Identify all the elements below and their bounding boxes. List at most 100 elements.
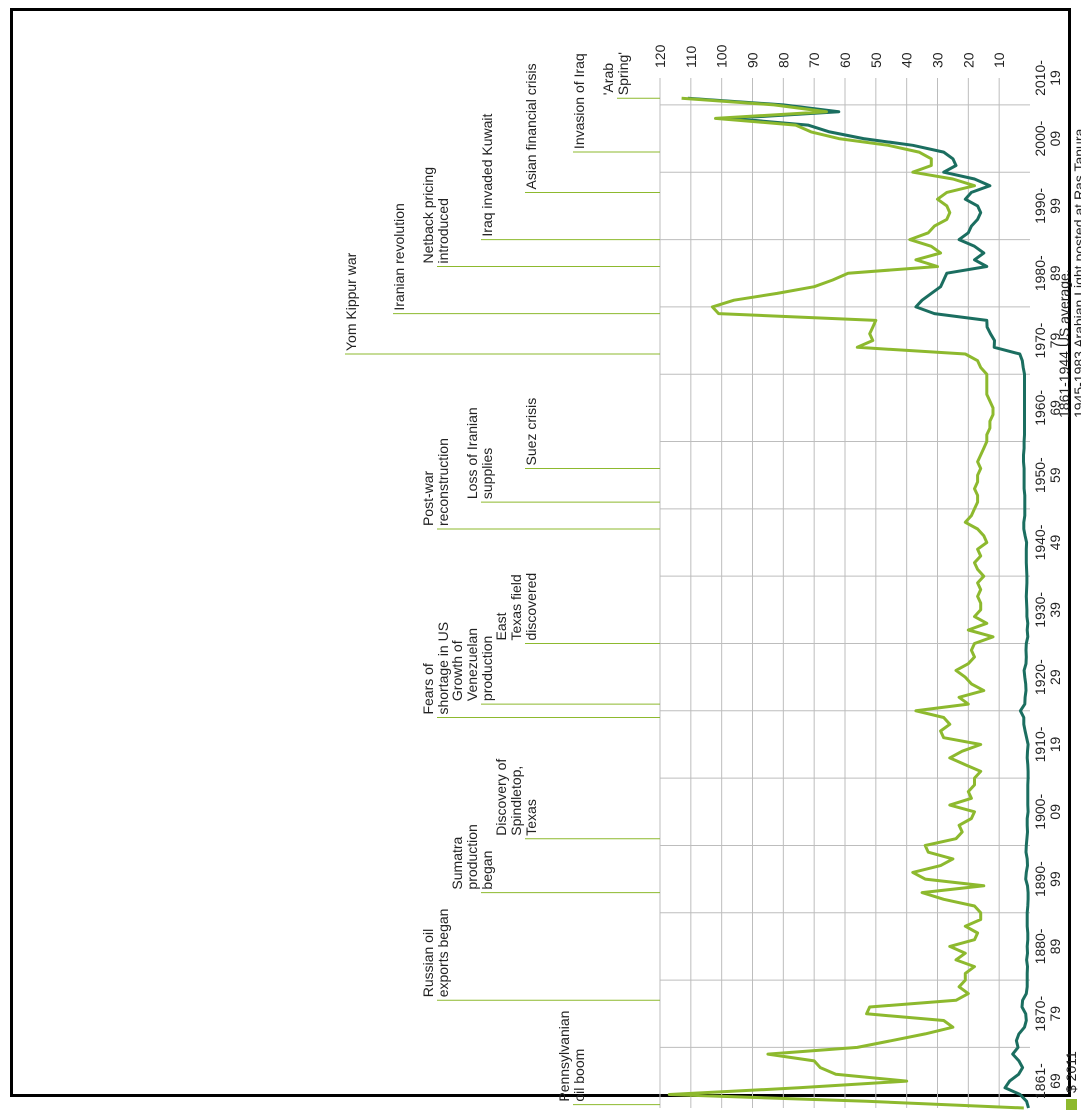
x-tick-label-line: 1930- [1032,592,1048,628]
event-label-line: Sumatra [449,836,465,889]
x-tick-label: 1890-99 [1032,861,1063,897]
event-label-line: shortage in US [435,622,451,715]
event-label: EastTexas fielddiscovered [493,573,539,641]
series-line-money-of-day [687,96,1030,1109]
grid-layer [659,78,1030,1108]
event-label: Iranian revolution [391,203,407,310]
event-label: Suez crisis [523,398,539,466]
event-label-line: Texas field [508,574,524,640]
y-tick-label: 10 [991,52,1007,68]
event-label-line: exports began [435,909,451,998]
legend-swatch [1066,1099,1077,1110]
event-label: Pennsylvanianoil boom [556,1011,587,1102]
event-label-line: supplies [479,448,495,499]
x-tick-label: 1980-89 [1032,255,1063,291]
x-tick-label-line: 19 [1047,736,1063,752]
x-tick-label: 2010-19 [1032,60,1063,96]
event-label-line: Russian oil [420,929,436,997]
x-tick-label: 2000-09 [1032,120,1063,156]
event-label-line: introduced [435,198,451,263]
y-tick-label: 90 [745,52,761,68]
y-tick-label: 100 [714,44,730,68]
x-tick-label: 1870-79 [1032,996,1063,1032]
x-tick-label-line: 69 [1047,400,1063,416]
event-label-line: Spindletop, [508,766,524,836]
x-tick-label-line: 29 [1047,669,1063,685]
y-tick-label: 120 [652,44,668,68]
series-layer [667,96,1030,1110]
y-tick-label: 60 [837,52,853,68]
x-tick-label-line: 1950- [1032,457,1048,493]
event-label-line: discovered [523,573,539,641]
x-tick-label: 1930-39 [1032,592,1063,628]
x-tick-label-line: 1880- [1032,928,1048,964]
x-tick-label: 1970-79 [1032,322,1063,358]
event-label: Fears ofshortage in US [420,622,451,715]
x-tick-label-line: 1900- [1032,794,1048,830]
y-tick-label: 20 [960,52,976,68]
x-tick-label: 1920-29 [1032,659,1063,695]
event-label: Yom Kippur war [343,252,359,351]
event-label: Post-warreconstruction [420,438,451,526]
chart-frame: Pennsylvanianoil boom Russian oilexports … [10,8,1081,1110]
event-label: Sumatraproductionbegan [449,824,495,889]
event-label-line: Invasion of Iraq [571,53,587,149]
event-label-line: Asian financial crisis [523,63,539,189]
x-tick-label-line: 09 [1047,131,1063,147]
x-tick-label: 1900-09 [1032,794,1063,830]
event-label-line: Fears of [420,663,436,714]
x-tick-label-line: 1870- [1032,996,1048,1032]
x-tick-label: 1910-19 [1032,726,1063,762]
axis-layer: 1020304050607080901001101201861-691870-7… [652,44,1063,1099]
x-tick-label-line: 89 [1047,938,1063,954]
x-tick-label-line: 1890- [1032,861,1048,897]
event-label-line: production [479,636,495,701]
event-label-line: reconstruction [435,438,451,526]
x-tick-label-line: 99 [1047,871,1063,887]
x-tick-label-line: 69 [1047,1073,1063,1089]
event-label-line: production [464,824,480,889]
event-label-line: Venezuelan [464,628,480,701]
event-label-line: Discovery of [493,759,509,836]
x-tick-label: 1940-49 [1032,524,1063,560]
source-note: 1861-1944 US average. [1056,269,1072,418]
x-tick-label-line: 39 [1047,602,1063,618]
event-label: Russian oilexports began [420,909,451,998]
event-label-line: oil boom [571,1049,587,1102]
event-label-line: began [479,851,495,890]
x-tick-label-line: 09 [1047,804,1063,820]
x-tick-label-line: 1920- [1032,659,1048,695]
event-label-line: Yom Kippur war [343,252,359,351]
x-tick-label-line: 2000- [1032,120,1048,156]
legend-label: $ money of the day [1079,974,1081,1093]
x-tick-label-line: 49 [1047,535,1063,551]
event-label: Invasion of Iraq [571,53,587,149]
x-tick-label-line: 1910- [1032,726,1048,762]
event-label: Netback pricingintroduced [420,167,451,264]
x-tick-label-line: 19 [1047,70,1063,86]
x-tick-label: 1950-59 [1032,457,1063,493]
x-tick-label-line: 1990- [1032,188,1048,224]
event-label-line: Post-war [420,470,436,526]
event-label: Asian financial crisis [523,63,539,189]
series-line-2011-dollars [667,96,1024,1110]
chart-stage: Pennsylvanianoil boom Russian oilexports … [13,11,1081,1118]
legend-layer: $ 2011$ money of the day 1861-1944 US ave… [1056,125,1081,1110]
y-tick-label: 50 [868,52,884,68]
x-tick-label-line: 1970- [1032,322,1048,358]
x-tick-label: 1990-99 [1032,188,1063,224]
event-label-line: 'Arab [600,63,616,95]
x-tick-label-line: 79 [1047,333,1063,349]
x-tick-label: 1861-69 [1032,1063,1063,1099]
y-tick-label: 40 [899,52,915,68]
y-tick-label: 30 [930,52,946,68]
event-label: Iraq invaded Kuwait [479,113,495,236]
event-label: Discovery ofSpindletop,Texas [493,759,539,836]
x-tick-label-line: 2010- [1032,60,1048,96]
x-tick-label-line: 59 [1047,467,1063,483]
y-tick-label: 80 [775,52,791,68]
x-tick-label-line: 89 [1047,265,1063,281]
x-tick-label: 1880-89 [1032,928,1063,964]
event-label-line: Iraq invaded Kuwait [479,113,495,236]
x-tick-label-line: 99 [1047,198,1063,214]
